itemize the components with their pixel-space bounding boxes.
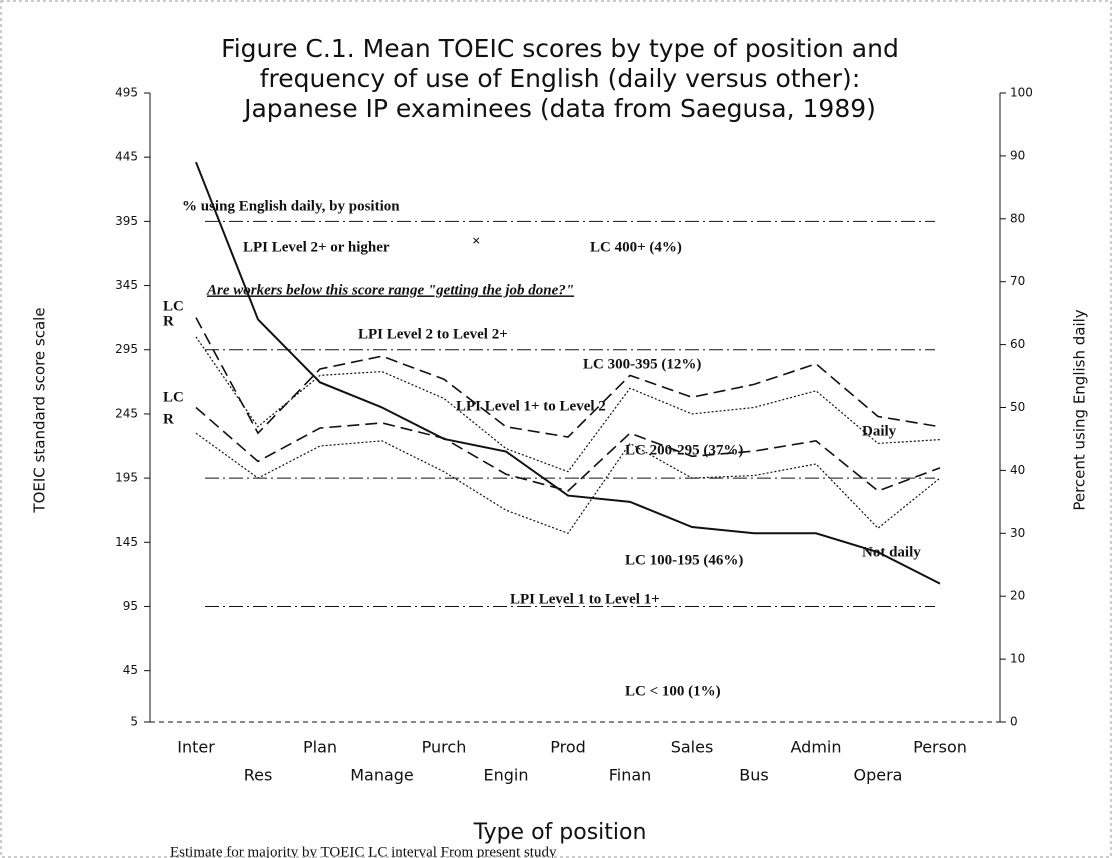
y-tick-label: 95 <box>123 599 138 613</box>
footnote: Estimate for majority by TOEIC LC interv… <box>170 844 557 858</box>
y2-tick-label: 20 <box>1010 589 1025 603</box>
series-label: LC <box>163 298 184 314</box>
series-line <box>195 336 941 473</box>
annotation: Not daily <box>862 544 921 560</box>
y2-tick-label: 100 <box>1010 86 1033 100</box>
series-line <box>195 432 941 535</box>
title-line: Japanese IP examinees (data from Saegusa… <box>242 94 876 123</box>
series-label: R <box>163 313 174 329</box>
y-tick-label: 395 <box>115 214 138 228</box>
annotation: LC 400+ (4%) <box>590 239 682 255</box>
y-tick-label: 345 <box>115 278 138 292</box>
series-line <box>195 406 941 492</box>
x-tick-label: Sales <box>671 738 714 757</box>
y2-tick-label: 60 <box>1010 337 1025 351</box>
x-tick-label: Purch <box>422 738 467 757</box>
y-tick-label: 295 <box>115 342 138 356</box>
annotation: × <box>472 233 481 249</box>
y2-tick-label: 50 <box>1010 400 1025 414</box>
annotation: LPI Level 2+ or higher <box>243 239 390 255</box>
series-label: R <box>163 411 174 427</box>
x-tick-label: Person <box>913 738 967 757</box>
x-tick-label: Bus <box>739 766 768 785</box>
y2-tick-label: 40 <box>1010 463 1025 477</box>
x-tick-label: Prod <box>550 738 586 757</box>
x-axis-title: Type of position <box>473 820 647 845</box>
title-line: frequency of use of English (daily versu… <box>260 64 861 93</box>
x-tick-label: Inter <box>177 738 215 757</box>
y2-tick-label: 0 <box>1010 715 1018 729</box>
series-label: LC <box>163 389 184 405</box>
annotation: LC 100-195 (46%) <box>625 552 743 568</box>
annotation: Daily <box>862 423 897 439</box>
series-label: % using English daily, by position <box>182 198 400 214</box>
y-tick-label: 495 <box>115 86 138 100</box>
y2-tick-label: 70 <box>1010 274 1025 288</box>
x-tick-label: Res <box>244 766 273 785</box>
x-tick-label: Opera <box>854 766 903 785</box>
y2-tick-label: 10 <box>1010 652 1025 666</box>
x-tick-label: Plan <box>303 738 337 757</box>
y2-axis-title: Percent using English daily <box>1071 309 1089 510</box>
series-line <box>195 317 941 438</box>
y-tick-label: 445 <box>115 150 138 164</box>
y-axis-title: TOEIC standard score scale <box>31 307 49 513</box>
annotation: LPI Level 1+ to Level 2 <box>456 398 606 414</box>
y-tick-label: 245 <box>115 406 138 420</box>
annotation: LC < 100 (1%) <box>625 683 721 699</box>
title-line: Figure C.1. Mean TOEIC scores by type of… <box>221 34 899 63</box>
x-tick-label: Finan <box>609 766 652 785</box>
y-tick-label: 45 <box>123 663 138 677</box>
annotation: LC 300-395 (12%) <box>583 356 701 372</box>
y2-tick-label: 80 <box>1010 211 1025 225</box>
series-line <box>195 161 941 585</box>
annotation: LC 200-295 (37%) <box>625 442 743 458</box>
y-tick-label: 145 <box>115 535 138 549</box>
annotation: Are workers below this score range "gett… <box>206 282 574 298</box>
x-tick-label: Admin <box>791 738 842 757</box>
x-tick-label: Engin <box>484 766 529 785</box>
annotation: LPI Level 2 to Level 2+ <box>358 326 508 342</box>
y-tick-label: 5 <box>130 715 138 729</box>
y2-tick-label: 90 <box>1010 148 1025 162</box>
x-tick-label: Manage <box>350 766 414 785</box>
annotation: LPI Level 1 to Level 1+ <box>510 591 660 607</box>
y2-tick-label: 30 <box>1010 526 1025 540</box>
y-tick-label: 195 <box>115 471 138 485</box>
